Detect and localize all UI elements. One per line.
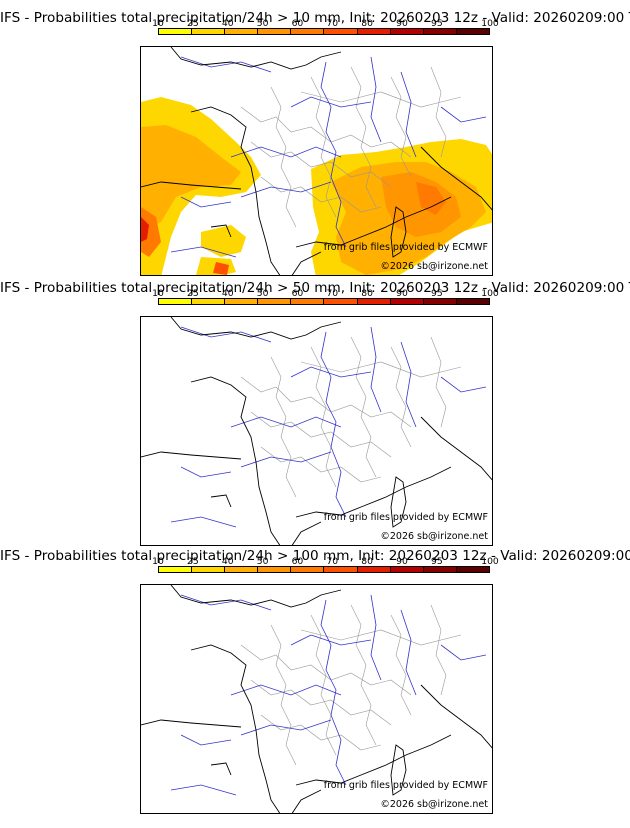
colorbar-labels: 10 25 40 50 60 70 80 90 95 100 <box>152 556 499 567</box>
colorbar-segment <box>159 567 192 572</box>
map-svg <box>141 585 492 813</box>
colorbar-segment <box>257 299 291 304</box>
credit-copyright: ©2026 sb@irizone.net <box>380 799 488 810</box>
colorbar <box>158 298 490 305</box>
colorbar-tick: 95 <box>431 18 443 29</box>
colorbar-segment <box>159 299 192 304</box>
colorbar-segment <box>389 567 423 572</box>
colorbar-tick: 40 <box>221 18 234 29</box>
map-svg <box>141 317 492 545</box>
colorbar-tick: 50 <box>256 556 269 567</box>
colorbar-segment <box>323 299 357 304</box>
admin-borders <box>240 336 462 498</box>
colorbar-segment <box>290 29 324 34</box>
colorbar-labels: 10 25 40 50 60 70 80 90 95 100 <box>152 288 499 299</box>
colorbar-tick: 70 <box>326 556 339 567</box>
credit-copyright: ©2026 sb@irizone.net <box>380 261 488 272</box>
colorbar-tick: 50 <box>256 288 269 299</box>
colorbar-labels: 10 25 40 50 60 70 80 90 95 100 <box>152 18 499 29</box>
colorbar <box>158 566 490 573</box>
coastline <box>141 317 492 545</box>
colorbar-segment <box>389 299 423 304</box>
colorbar-tick: 90 <box>396 18 408 29</box>
colorbar-segment <box>191 29 225 34</box>
map-svg <box>141 47 492 275</box>
colorbar-tick: 90 <box>396 288 408 299</box>
colorbar-segment <box>191 299 225 304</box>
map-france: from grib files provided by ECMWF ©2026 … <box>140 46 493 276</box>
colorbar-tick: 95 <box>431 556 443 567</box>
credit-copyright: ©2026 sb@irizone.net <box>380 531 488 542</box>
colorbar-tick: 25 <box>187 556 199 567</box>
colorbar-tick: 10 <box>152 288 164 299</box>
colorbar-tick: 10 <box>152 556 164 567</box>
colorbar-segment <box>455 29 489 34</box>
colorbar-tick: 95 <box>431 288 443 299</box>
colorbar-tick: 80 <box>361 18 374 29</box>
colorbar-tick: 70 <box>326 18 339 29</box>
colorbar <box>158 28 490 35</box>
colorbar-segment <box>224 29 258 34</box>
colorbar-tick: 70 <box>326 288 339 299</box>
credit-grib: from grib files provided by ECMWF <box>323 512 488 523</box>
colorbar-segment <box>455 567 489 572</box>
panel-title: IFS - Probabilities total precipitation/… <box>0 548 630 564</box>
colorbar-tick: 40 <box>221 288 234 299</box>
panel-50mm: IFS - Probabilities total precipitation/… <box>0 270 630 546</box>
colorbar-tick: 80 <box>361 556 374 567</box>
colorbar-segment <box>257 567 291 572</box>
colorbar-tick: 80 <box>361 288 374 299</box>
coastline <box>141 47 492 275</box>
colorbar-segment <box>224 299 258 304</box>
colorbar-segment <box>389 29 423 34</box>
coastline <box>141 585 492 813</box>
colorbar-tick: 25 <box>187 288 199 299</box>
colorbar-tick: 90 <box>396 556 408 567</box>
colorbar-tick: 100 <box>481 18 499 29</box>
colorbar-segment <box>290 567 324 572</box>
credit-grib: from grib files provided by ECMWF <box>323 780 488 791</box>
panel-10mm: IFS - Probabilities total precipitation/… <box>0 0 630 276</box>
colorbar-tick: 25 <box>187 18 199 29</box>
colorbar-tick: 50 <box>256 18 269 29</box>
panel-title: IFS - Probabilities total precipitation/… <box>0 280 630 296</box>
colorbar-tick: 60 <box>291 18 304 29</box>
rivers <box>170 56 487 258</box>
colorbar-segment <box>356 567 390 572</box>
colorbar-segment <box>290 299 324 304</box>
colorbar-segment <box>422 29 456 34</box>
rivers <box>170 326 487 528</box>
credit-grib: from grib files provided by ECMWF <box>323 242 488 253</box>
rivers <box>170 594 487 796</box>
colorbar-segment <box>191 567 225 572</box>
colorbar-tick: 40 <box>221 556 234 567</box>
colorbar-segment <box>455 299 489 304</box>
colorbar-segment <box>422 567 456 572</box>
colorbar-segment <box>159 29 192 34</box>
colorbar-segment <box>257 29 291 34</box>
panel-title: IFS - Probabilities total precipitation/… <box>0 10 630 26</box>
panel-100mm: IFS - Probabilities total precipitation/… <box>0 538 630 814</box>
colorbar-segment <box>323 567 357 572</box>
colorbar-tick: 60 <box>291 288 304 299</box>
colorbar-tick: 10 <box>152 18 164 29</box>
colorbar-segment <box>356 299 390 304</box>
colorbar-tick: 100 <box>481 288 499 299</box>
colorbar-segment <box>356 29 390 34</box>
colorbar-tick: 100 <box>481 556 499 567</box>
admin-borders <box>240 66 462 228</box>
colorbar-segment <box>323 29 357 34</box>
colorbar-segment <box>422 299 456 304</box>
map-france: from grib files provided by ECMWF ©2026 … <box>140 316 493 546</box>
colorbar-tick: 60 <box>291 556 304 567</box>
colorbar-segment <box>224 567 258 572</box>
map-france: from grib files provided by ECMWF ©2026 … <box>140 584 493 814</box>
admin-borders <box>240 604 462 766</box>
